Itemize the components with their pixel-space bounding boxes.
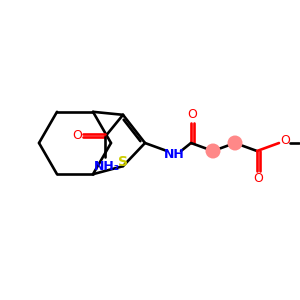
Text: O: O — [187, 109, 197, 122]
Text: NH₂: NH₂ — [94, 160, 120, 173]
Circle shape — [206, 143, 220, 158]
Text: O: O — [280, 134, 290, 148]
Text: O: O — [72, 129, 82, 142]
Circle shape — [227, 136, 242, 151]
Text: O: O — [253, 172, 263, 185]
Text: NH: NH — [164, 148, 184, 161]
Text: S: S — [118, 155, 128, 169]
